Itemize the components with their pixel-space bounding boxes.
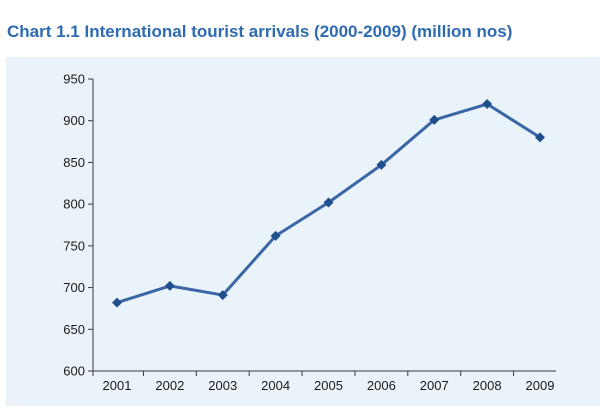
x-tick-label: 2006 [367,378,396,393]
x-tick-label: 2009 [526,378,555,393]
series-markers [112,99,545,308]
data-point-marker [535,132,545,143]
data-point-marker [323,197,334,208]
chart-title: Chart 1.1 International tourist arrivals… [7,22,513,41]
y-tick-label: 900 [63,113,85,128]
data-point-marker [112,297,122,308]
y-tick-label: 600 [63,364,85,379]
x-tick-label: 2004 [261,378,290,393]
x-tick-label: 2005 [314,378,343,393]
data-point-marker [482,99,493,110]
y-tick-label: 950 [63,72,85,87]
y-tick-label: 750 [63,238,85,253]
y-tick-label: 800 [63,197,85,212]
x-tick-label: 2003 [208,378,237,393]
x-tick-label: 2008 [473,378,502,393]
data-point-marker [217,290,228,301]
y-tick-label: 700 [63,280,85,295]
data-point-marker [164,280,175,291]
chart-panel: 950 900 850 800 750 700 650 600 2001 2002 2003 200… [6,57,600,406]
y-tick-label: 650 [63,322,85,337]
data-point-marker [376,159,387,170]
x-tick-label: 2001 [103,378,132,393]
chart-background [6,57,600,406]
x-axis-ticks: 2001 2002 2003 2004 2005 2006 2007 2008 2009 [92,371,555,393]
y-tick-label: 850 [63,155,85,170]
data-point-marker [270,230,281,241]
x-tick-label: 2007 [420,378,449,393]
x-tick-label: 2002 [155,378,184,393]
data-point-marker [429,114,440,125]
y-axis-ticks: 950 900 850 800 750 700 650 600 [63,72,93,379]
